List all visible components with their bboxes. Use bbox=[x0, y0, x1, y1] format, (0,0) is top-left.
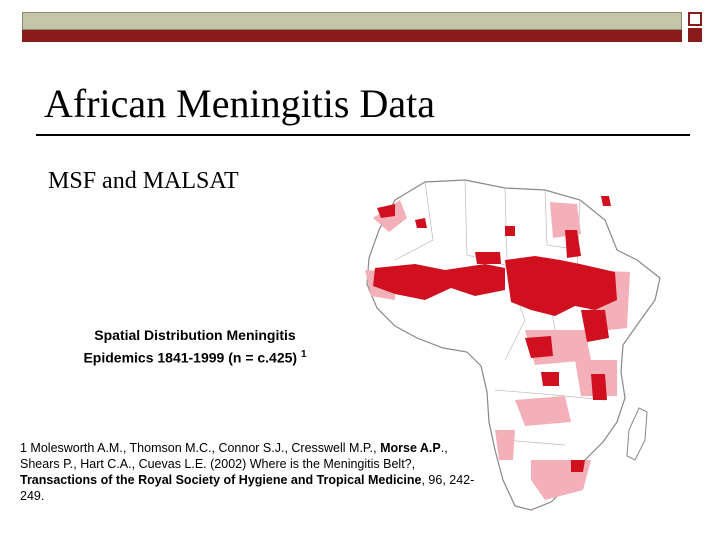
reference-text: ., Shears P., Hart C.A., Cuevas L.E. (20… bbox=[20, 441, 448, 471]
header-bar-top bbox=[22, 12, 682, 30]
corner-square-filled bbox=[688, 28, 702, 42]
africa-map-image bbox=[365, 179, 661, 511]
corner-square-outline bbox=[688, 12, 702, 26]
reference-bold-author: Morse A.P bbox=[380, 441, 441, 455]
epidemic-regions-dark bbox=[373, 196, 617, 472]
map-caption: Spatial Distribution Meningitis Epidemic… bbox=[20, 326, 370, 368]
caption-line-1: Spatial Distribution Meningitis bbox=[94, 327, 296, 343]
reference-journal: Transactions of the Royal Society of Hyg… bbox=[20, 473, 422, 487]
caption-footnote-marker: 1 bbox=[300, 349, 307, 360]
slide-title: African Meningitis Data bbox=[44, 81, 435, 126]
header-bar-bottom bbox=[22, 30, 682, 42]
reference-pages: , 96, 242-249. bbox=[20, 473, 475, 503]
title-underline bbox=[36, 134, 690, 136]
reference-authors: 1 Molesworth A.M., Thomson M.C., Connor … bbox=[20, 441, 381, 455]
madagascar-outline bbox=[626, 407, 648, 461]
reference-footnote: 1 Molesworth A.M., Thomson M.C., Connor … bbox=[20, 440, 480, 504]
caption-line-2: Epidemics 1841-1999 (n = c.425) bbox=[83, 349, 298, 366]
slide-subtitle: MSF and MALSAT bbox=[48, 168, 239, 194]
